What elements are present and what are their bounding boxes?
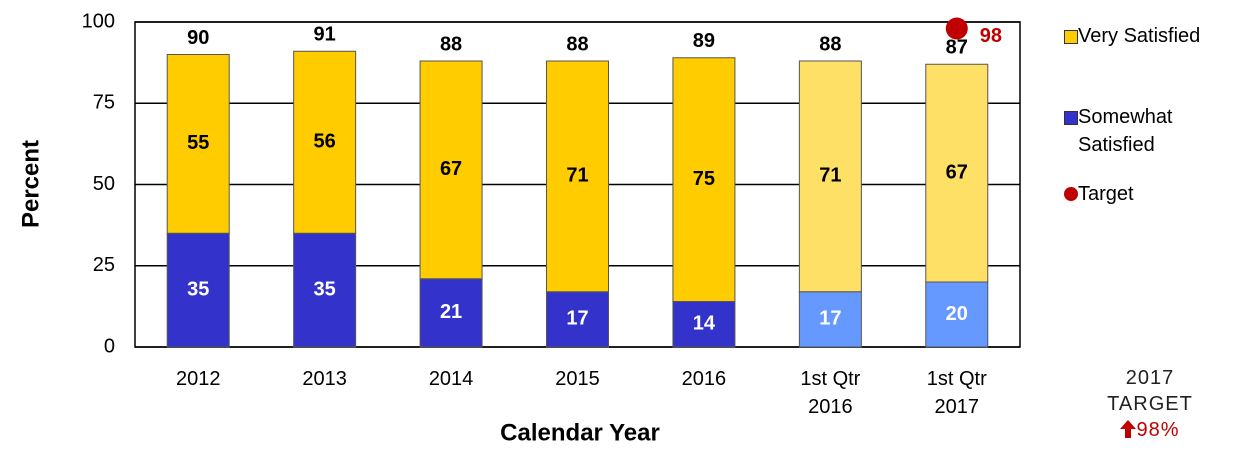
value-label: 17 — [819, 308, 841, 330]
y-tick-label: 75 — [93, 92, 115, 114]
bar-segment — [166, 54, 230, 234]
annotation: 2017 TARGET 98% — [1095, 365, 1205, 443]
x-axis-title: Calendar Year — [500, 419, 660, 446]
x-tick-label: 2012 — [175, 368, 221, 390]
legend-item: Very Satisfied — [1064, 22, 1246, 50]
annotation-value: 98% — [1095, 417, 1205, 443]
legend-label: Very Satisfied — [1078, 25, 1201, 47]
value-label: 35 — [187, 278, 209, 300]
bar-segment — [166, 232, 230, 348]
target-marker — [945, 17, 968, 40]
x-tick-label: 1st Qtr 2016 — [800, 368, 861, 418]
bar-segment — [672, 301, 736, 348]
x-tick-label: 2014 — [428, 368, 474, 390]
total-label: 89 — [693, 30, 715, 52]
total-label: 88 — [440, 33, 462, 55]
value-label: 21 — [440, 301, 462, 323]
value-label: 14 — [693, 313, 716, 335]
value-label: 20 — [946, 303, 968, 325]
legend-marker — [1064, 30, 1078, 44]
x-tick-label: 1st Qtr 2017 — [926, 368, 987, 418]
bar-segment — [798, 60, 862, 293]
value-label: 75 — [693, 168, 715, 190]
total-label: 91 — [314, 24, 336, 46]
legend-marker — [1064, 187, 1078, 201]
total-label: 90 — [187, 27, 209, 49]
bar-segment — [798, 291, 862, 348]
legend-marker — [1064, 111, 1078, 125]
bar-segment — [546, 60, 609, 293]
x-tick-label: 2016 — [681, 368, 727, 390]
value-label: 67 — [440, 158, 462, 180]
bar-segment — [672, 57, 736, 302]
x-tick-label: 2013 — [302, 368, 347, 390]
total-label: 88 — [819, 33, 841, 55]
bar-segment — [419, 60, 483, 280]
y-tick-label: 25 — [93, 254, 115, 276]
value-label: 35 — [314, 278, 336, 300]
value-label: 71 — [566, 165, 588, 187]
legend-label: Somewhat Satisfied — [1078, 106, 1173, 156]
value-label: 67 — [946, 161, 968, 183]
legend-item: Somewhat Satisfied — [1064, 103, 1246, 159]
annotation-value-text: 98% — [1136, 419, 1180, 441]
annotation-text: 2017 TARGET — [1107, 367, 1193, 415]
y-tick-label: 0 — [104, 335, 115, 357]
bar-segment — [925, 63, 989, 283]
total-label: 88 — [566, 33, 588, 55]
value-label: 55 — [187, 132, 209, 154]
value-label: 56 — [314, 131, 336, 153]
arrow-icon — [1120, 420, 1137, 438]
value-label: 71 — [819, 165, 841, 187]
bar-segment — [293, 232, 357, 348]
target-label: 98 — [980, 25, 1002, 47]
x-tick-label: 2015 — [555, 368, 600, 390]
y-tick-label: 50 — [93, 173, 115, 195]
bar-segment — [925, 281, 989, 348]
y-tick-label: 100 — [82, 10, 115, 32]
value-label: 17 — [566, 308, 588, 330]
y-axis-title: Percent — [17, 140, 44, 228]
total-label: 87 — [946, 37, 968, 59]
legend-item: Target — [1064, 180, 1246, 208]
bar-segment — [293, 50, 357, 234]
legend-label: Target — [1078, 183, 1134, 205]
